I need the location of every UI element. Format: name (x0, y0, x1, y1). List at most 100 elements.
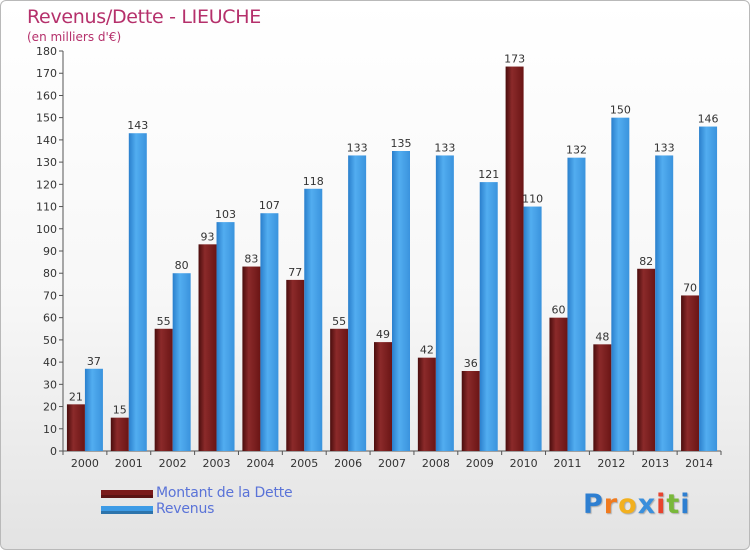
bar-dette (417, 357, 436, 451)
x-tick-label: 2006 (334, 457, 362, 470)
legend-swatch-revenus (101, 506, 153, 514)
data-label-dette: 83 (244, 253, 258, 266)
data-label-revenus: 121 (478, 168, 499, 181)
data-label-revenus: 133 (434, 141, 455, 154)
y-tick-label: 70 (43, 289, 57, 302)
x-tick-label: 2013 (641, 457, 669, 470)
data-label-revenus: 107 (259, 199, 280, 212)
data-label-dette: 55 (157, 315, 171, 328)
legend-label-revenus: Revenus (156, 501, 215, 517)
data-label-revenus: 37 (87, 355, 101, 368)
x-tick-label: 2003 (203, 457, 231, 470)
y-tick-label: 0 (50, 445, 57, 458)
bar-dette (593, 344, 612, 451)
y-tick-label: 100 (36, 223, 57, 236)
bar-revenus (348, 155, 367, 451)
data-label-revenus: 110 (522, 193, 543, 206)
data-label-revenus: 118 (303, 175, 324, 188)
y-tick-label: 150 (36, 112, 57, 125)
data-label-revenus: 143 (127, 119, 148, 132)
bar-revenus (611, 117, 630, 452)
bar-revenus (84, 368, 103, 451)
bar-revenus (655, 155, 674, 451)
bar-revenus (172, 273, 191, 451)
data-label-dette: 42 (420, 344, 434, 357)
bar-revenus (260, 213, 279, 451)
data-label-dette: 70 (683, 281, 697, 294)
y-tick-label: 90 (43, 245, 57, 258)
bar-dette (637, 268, 656, 451)
bar-dette (198, 244, 217, 451)
bar-dette (505, 66, 524, 452)
bar-dette (242, 266, 261, 451)
data-label-dette: 60 (551, 304, 565, 317)
y-tick-label: 130 (36, 156, 57, 169)
y-tick-label: 50 (43, 334, 57, 347)
bar-dette (461, 371, 480, 451)
data-label-revenus: 80 (175, 259, 189, 272)
data-label-revenus: 133 (654, 141, 675, 154)
y-tick-label: 40 (43, 356, 57, 369)
y-tick-label: 180 (36, 45, 57, 58)
data-label-revenus: 135 (391, 137, 412, 150)
bar-revenus (435, 155, 454, 451)
data-label-dette: 82 (639, 255, 653, 268)
y-tick-label: 160 (36, 89, 57, 102)
data-label-revenus: 133 (347, 141, 368, 154)
bar-revenus (479, 182, 498, 451)
data-label-dette: 21 (69, 390, 83, 403)
bar-revenus (699, 126, 718, 452)
x-tick-label: 2008 (422, 457, 450, 470)
x-tick-label: 2005 (290, 457, 318, 470)
legend-swatch-dette (101, 490, 153, 498)
bar-dette (549, 317, 568, 451)
x-tick-label: 2011 (553, 457, 581, 470)
chart-title: Revenus/Dette - LIEUCHE (27, 6, 261, 28)
x-tick-label: 2007 (378, 457, 406, 470)
y-tick-label: 80 (43, 267, 57, 280)
y-tick-label: 60 (43, 312, 57, 325)
data-label-dette: 173 (504, 53, 525, 66)
data-label-revenus: 132 (566, 144, 587, 157)
logo-letter: P (583, 489, 604, 520)
data-label-revenus: 146 (698, 113, 719, 126)
logo-letter: x (637, 489, 657, 520)
x-tick-label: 2000 (71, 457, 99, 470)
data-label-dette: 36 (464, 357, 478, 370)
y-tick-label: 20 (43, 401, 57, 414)
y-tick-label: 110 (36, 201, 57, 214)
bar-dette (330, 328, 349, 451)
x-tick-label: 2001 (115, 457, 143, 470)
logo-letter: o (618, 489, 638, 520)
y-tick-label: 120 (36, 178, 57, 191)
data-label-dette: 55 (332, 315, 346, 328)
bar-revenus (128, 133, 147, 451)
data-label-revenus: 103 (215, 208, 236, 221)
data-label-dette: 77 (288, 266, 302, 279)
x-tick-label: 2004 (246, 457, 274, 470)
bar-revenus (567, 157, 586, 451)
y-tick-label: 170 (36, 67, 57, 80)
legend-label-dette: Montant de la Dette (156, 485, 293, 501)
data-label-dette: 49 (376, 328, 390, 341)
chart-subtitle: (en milliers d'€) (27, 30, 122, 44)
bar-dette (66, 404, 85, 451)
bar-dette (154, 328, 173, 451)
data-label-dette: 48 (595, 330, 609, 343)
y-tick-label: 140 (36, 134, 57, 147)
bar-revenus (523, 206, 542, 451)
proxiti-logo: Proxiti (583, 489, 691, 520)
bar-dette (286, 279, 305, 451)
bar-revenus (392, 151, 410, 451)
y-tick-label: 10 (43, 423, 57, 436)
bar-revenus (304, 188, 323, 451)
x-tick-label: 2002 (159, 457, 187, 470)
logo-letter: r (603, 489, 619, 520)
y-tick-label: 30 (43, 378, 57, 391)
bar-dette (374, 342, 392, 451)
x-tick-label: 2012 (597, 457, 625, 470)
data-label-dette: 93 (201, 230, 215, 243)
bar-revenus (216, 222, 235, 451)
